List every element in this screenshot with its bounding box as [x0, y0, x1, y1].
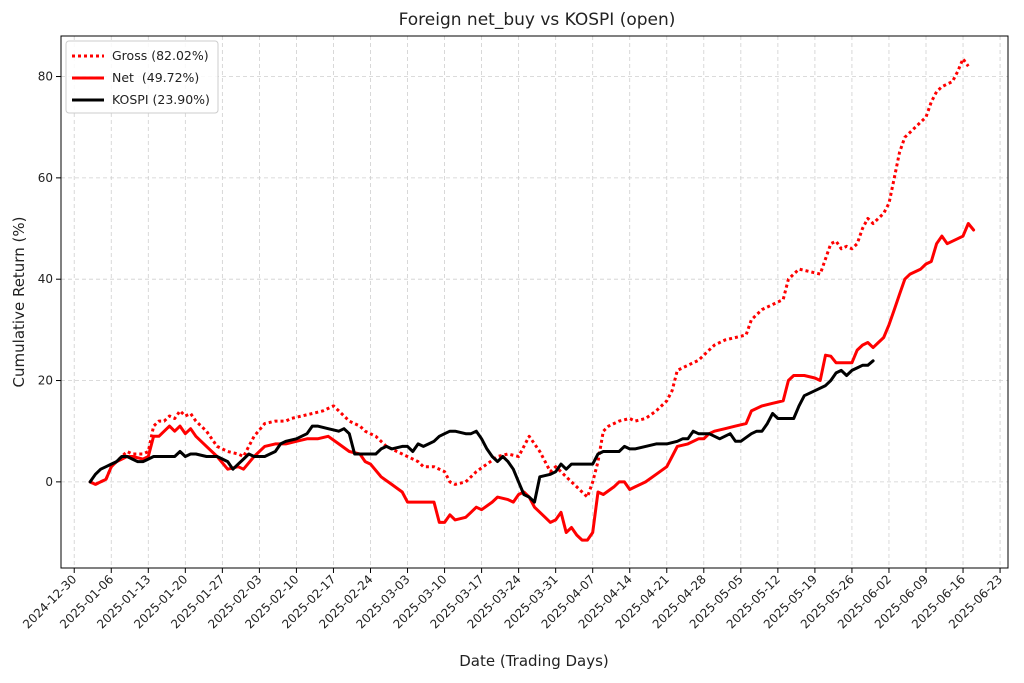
y-axis-label: Cumulative Return (%)	[10, 217, 28, 388]
y-tick-label: 0	[45, 475, 53, 489]
legend-net-label: Net (49.72%)	[112, 70, 199, 85]
chart-title: Foreign net_buy vs KOSPI (open)	[399, 10, 676, 30]
series-line-kospi	[88, 359, 875, 504]
series-line-gross	[89, 57, 970, 499]
y-axis-ticks: 0 20 40 60 80	[38, 70, 61, 489]
legend: Gross (82.02%) Net (49.72%) KOSPI (23.90…	[65, 40, 219, 114]
legend-kospi-label: KOSPI (23.90%)	[112, 92, 210, 107]
series-lines	[88, 57, 976, 542]
grid	[61, 36, 1008, 568]
legend-gross-label: Gross (82.02%)	[112, 48, 209, 63]
y-tick-label: 20	[38, 374, 53, 388]
x-axis-ticks: 2024-12-302025-01-062025-01-132025-01-20…	[20, 568, 1005, 631]
legend-box	[65, 40, 219, 114]
x-axis-label: Date (Trading Days)	[459, 652, 609, 670]
series-line-net	[88, 222, 976, 542]
plot-frame	[60, 35, 1009, 569]
y-tick-label: 80	[38, 70, 53, 84]
y-tick-label: 40	[38, 272, 53, 286]
y-tick-label: 60	[38, 171, 53, 185]
